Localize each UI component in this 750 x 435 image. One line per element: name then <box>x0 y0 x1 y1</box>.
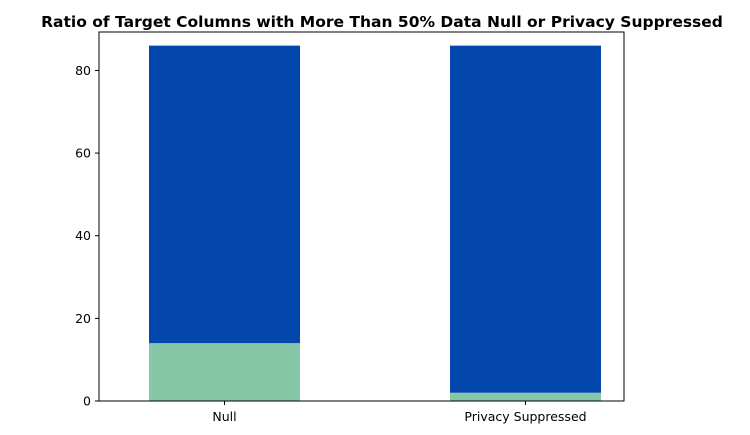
y-axis: 0 20 40 60 80 <box>75 63 99 409</box>
y-tick-label: 0 <box>83 394 91 409</box>
y-tick-label: 40 <box>75 228 91 243</box>
x-axis: Null Privacy Suppressed <box>212 401 587 424</box>
y-tick-label: 60 <box>75 146 91 161</box>
bar-null-segment-1 <box>149 343 300 401</box>
x-tick-label: Privacy Suppressed <box>464 409 586 424</box>
bar-privacy-suppressed-segment-2 <box>450 45 601 393</box>
plot-frame <box>98 31 625 402</box>
bar-null-segment-2 <box>149 45 300 344</box>
bars <box>149 45 601 401</box>
y-tick-label: 20 <box>75 311 91 326</box>
x-tick-label: Null <box>212 409 236 424</box>
bar-privacy-suppressed-segment-1 <box>450 392 601 401</box>
y-tick-label: 80 <box>75 63 91 78</box>
chart-title: Ratio of Target Columns with More Than 5… <box>41 13 723 31</box>
